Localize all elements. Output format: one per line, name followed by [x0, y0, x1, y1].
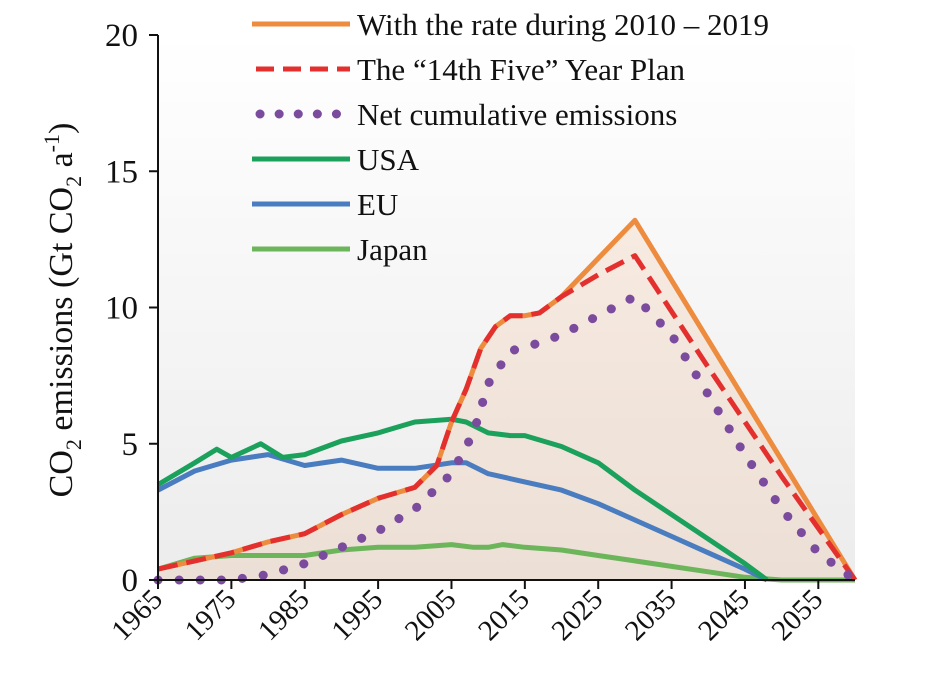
x-tick-label: 2035 [619, 583, 683, 647]
x-tick-label: 2055 [766, 583, 830, 647]
x-tick-label: 2025 [546, 583, 610, 647]
legend-label-eu: EU [357, 187, 398, 222]
y-axis-label: CO2 emissions (Gt CO2 a-1) [39, 123, 86, 498]
x-tick-label: 1985 [252, 583, 316, 647]
x-tick-label: 1965 [105, 583, 169, 647]
y-tick-label: 5 [122, 427, 139, 463]
net-cumulative-emissions-line [153, 292, 860, 585]
eu-line [156, 452, 769, 583]
y-tick-label: 0 [122, 563, 139, 599]
x-tick-label: 2045 [692, 583, 756, 647]
x-tick-label: 2015 [472, 583, 536, 647]
legend-label-the-14th-five-year-plan: The “14th Five” Year Plan [357, 52, 686, 87]
y-tick-label: 10 [105, 291, 138, 327]
plot-background [158, 35, 855, 580]
y-tick-label: 15 [105, 154, 138, 190]
the-14th-five-year-plan-line [157, 253, 858, 582]
legend-label-net-cumulative-emissions: Net cumulative emissions [357, 97, 677, 132]
legend-label-usa: USA [357, 142, 420, 177]
usa-line [156, 416, 769, 583]
legend-label-japan: Japan [357, 232, 428, 267]
x-tick-label: 1995 [325, 583, 389, 647]
x-tick-label: 2005 [399, 583, 463, 647]
with-the-rate-during-2010-2019-area [158, 220, 855, 581]
legend-label-with-the-rate-during-2010-2019: With the rate during 2010 – 2019 [357, 7, 769, 42]
japan-line [157, 542, 855, 583]
x-tick-label: 1975 [179, 583, 243, 647]
y-tick-label: 20 [105, 18, 138, 54]
